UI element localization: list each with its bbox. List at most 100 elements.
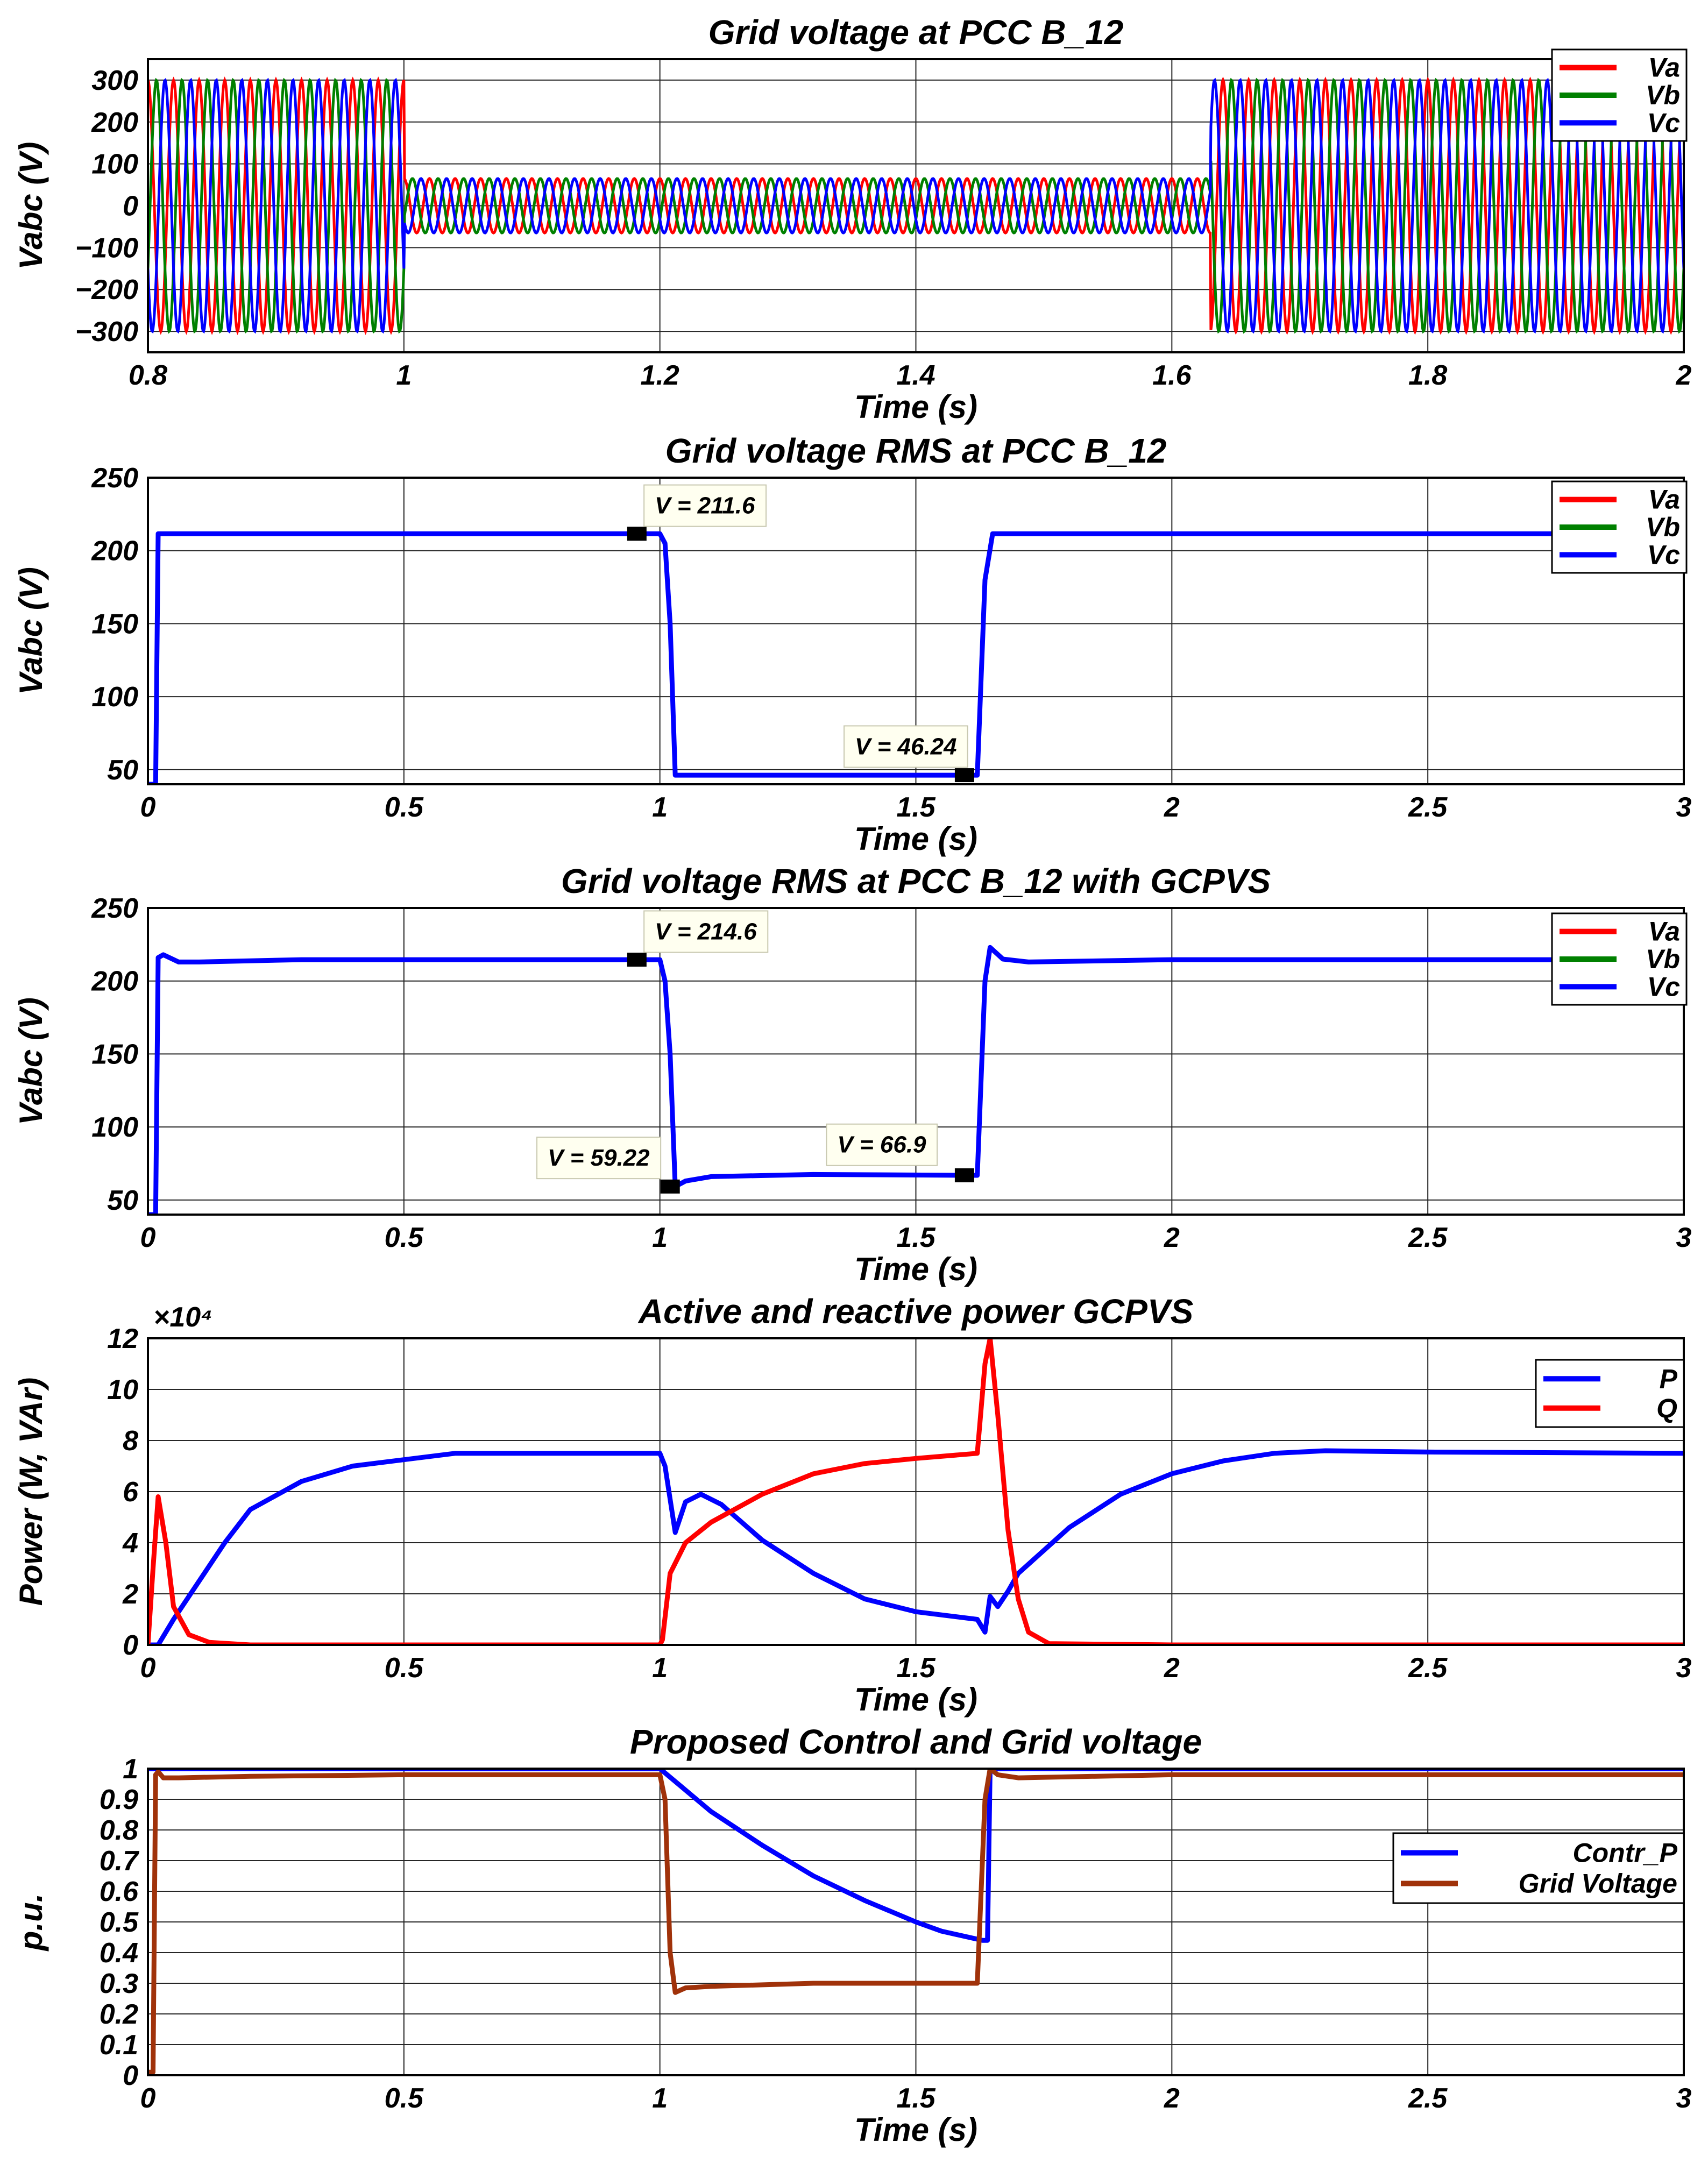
legend-label: P bbox=[1660, 1364, 1678, 1394]
y-tick-label: 50 bbox=[107, 755, 138, 786]
y-tick-label: 100 bbox=[91, 682, 138, 713]
datatip-marker bbox=[627, 953, 647, 967]
y-tick-label: 0 bbox=[123, 191, 138, 222]
legend-label: Vc bbox=[1647, 971, 1680, 1002]
x-tick-label: 1 bbox=[652, 792, 668, 823]
y-tick-label: 250 bbox=[91, 893, 138, 924]
legend-box bbox=[1392, 1832, 1685, 1904]
legend: PQ bbox=[1535, 1359, 1685, 1428]
axes-box bbox=[147, 1768, 1685, 2076]
datatip-box bbox=[826, 1123, 938, 1166]
legend-label: Va bbox=[1648, 917, 1680, 947]
datatip-marker bbox=[627, 527, 647, 541]
x-tick-label: 0.5 bbox=[385, 2083, 424, 2114]
legend-label: Contr_P bbox=[1573, 1838, 1678, 1868]
y-axis-label: Vabc (V) bbox=[13, 567, 49, 695]
y-tick-label: 0.2 bbox=[100, 1999, 138, 2030]
chart-title: Grid voltage RMS at PCC B_12 with GCPVS bbox=[561, 862, 1271, 900]
x-tick-label: 0.5 bbox=[385, 792, 424, 823]
legend-label: Va bbox=[1648, 485, 1680, 515]
legend-label: Vc bbox=[1647, 540, 1680, 570]
x-axis-label: Time (s) bbox=[854, 2112, 977, 2148]
series-line-Q bbox=[148, 1338, 1684, 1645]
y-axis-label: p.u. bbox=[13, 1893, 49, 1952]
chart-c3: V = 214.6 V = 59.22 V = 66.9 0 0.5 1 1.5 2 2.5 3 2… bbox=[13, 862, 1692, 1287]
x-tick-label: 3 bbox=[1676, 792, 1692, 823]
x-tick-label: 2.5 bbox=[1408, 792, 1448, 823]
x-tick-label: 3 bbox=[1676, 1652, 1692, 1684]
y-tick-label: 100 bbox=[91, 149, 138, 180]
datatip-box bbox=[536, 1137, 662, 1180]
series-group bbox=[148, 1338, 1684, 1645]
y-tick-label: 0.3 bbox=[100, 1968, 138, 1999]
datatip-label: V = 214.6 bbox=[655, 918, 757, 945]
axes-box bbox=[147, 907, 1685, 1216]
series-line-Grid-Voltage bbox=[148, 1769, 1684, 2075]
x-tick-label: 1.8 bbox=[1408, 360, 1447, 391]
legend-label: Grid Voltage bbox=[1519, 1869, 1677, 1899]
datatip-marker bbox=[954, 768, 974, 783]
y-tick-label: 0.1 bbox=[100, 2030, 138, 2061]
x-tick-label: 2.5 bbox=[1408, 1652, 1448, 1684]
series-line-Vc bbox=[148, 945, 1684, 1215]
y-tick-label: 2 bbox=[122, 1579, 138, 1610]
x-tick-label: 0.5 bbox=[385, 1652, 424, 1684]
legend-label: Vb bbox=[1646, 944, 1680, 974]
x-tick-label: 3 bbox=[1676, 1222, 1692, 1253]
x-tick-label: 1.5 bbox=[896, 792, 935, 823]
x-tick-label: 0.8 bbox=[129, 360, 167, 391]
y-tick-label: −200 bbox=[75, 274, 138, 306]
axes-box bbox=[147, 477, 1685, 785]
x-tick-label: 0 bbox=[140, 1652, 156, 1684]
chart-title: Active and reactive power GCPVS bbox=[637, 1292, 1194, 1331]
series-line-Contr_P bbox=[148, 1769, 1684, 1943]
y-exponent-label: ×10⁴ bbox=[153, 1302, 212, 1333]
x-tick-label: 1 bbox=[652, 2083, 668, 2114]
y-tick-label: 0.6 bbox=[100, 1876, 139, 1907]
x-tick-label: 1.6 bbox=[1152, 360, 1192, 391]
x-tick-label: 0 bbox=[140, 792, 156, 823]
x-tick-label: 1.5 bbox=[896, 1652, 935, 1684]
y-tick-label: 12 bbox=[107, 1323, 138, 1354]
y-axis-label: Power (W, VAr) bbox=[13, 1378, 49, 1606]
y-tick-label: 50 bbox=[107, 1185, 138, 1216]
chart-c1: 0.8 1 1.2 1.4 1.6 1.8 2 300 200 100 0 −100 −200 −300 G… bbox=[13, 13, 1692, 425]
legend-label: Va bbox=[1648, 53, 1680, 83]
datatip-label: V = 46.24 bbox=[855, 733, 957, 760]
y-tick-label: 6 bbox=[123, 1477, 139, 1508]
x-axis-label: Time (s) bbox=[854, 1681, 977, 1718]
datatip-label: V = 211.6 bbox=[655, 493, 755, 519]
axes-box bbox=[147, 1337, 1685, 1646]
x-tick-label: 2 bbox=[1164, 2083, 1180, 2114]
series-line-Va bbox=[148, 76, 1684, 335]
x-tick-label: 1 bbox=[652, 1652, 668, 1684]
x-tick-label: 3 bbox=[1676, 2083, 1692, 2114]
y-tick-label: 4 bbox=[122, 1528, 138, 1559]
y-tick-label: 0 bbox=[123, 1630, 138, 1661]
legend-box bbox=[1535, 1359, 1685, 1428]
y-tick-label: 0.9 bbox=[100, 1784, 138, 1815]
x-tick-label: 1 bbox=[396, 360, 412, 391]
y-axis-label: Vabc (V) bbox=[13, 142, 49, 270]
legend-label: Vc bbox=[1647, 108, 1680, 138]
series-line-P bbox=[148, 1448, 1684, 1645]
chart-c5: 0 0.5 1 1.5 2 2.5 310.90.80.70.60.50.40.30.20.… bbox=[13, 1722, 1692, 2148]
y-tick-label: 0.8 bbox=[100, 1815, 138, 1846]
datatip-box bbox=[844, 725, 968, 768]
chart-title: Proposed Control and Grid voltage bbox=[630, 1722, 1202, 1761]
y-tick-label: 1 bbox=[123, 1754, 138, 1785]
x-tick-label: 1.5 bbox=[896, 1222, 935, 1253]
y-tick-label: 200 bbox=[91, 966, 138, 997]
x-axis-label: Time (s) bbox=[854, 1251, 977, 1287]
chart-title: Grid voltage RMS at PCC B_12 bbox=[665, 431, 1167, 470]
series-group bbox=[148, 76, 1684, 335]
chart-c2: V = 211.6 V = 46.24 0 0.5 1 1.5 2 2.5 3 250 200 150… bbox=[13, 431, 1692, 857]
x-tick-label: 1.5 bbox=[896, 2083, 935, 2114]
datatip-marker bbox=[954, 1168, 974, 1182]
y-tick-label: 0.4 bbox=[100, 1938, 138, 1969]
